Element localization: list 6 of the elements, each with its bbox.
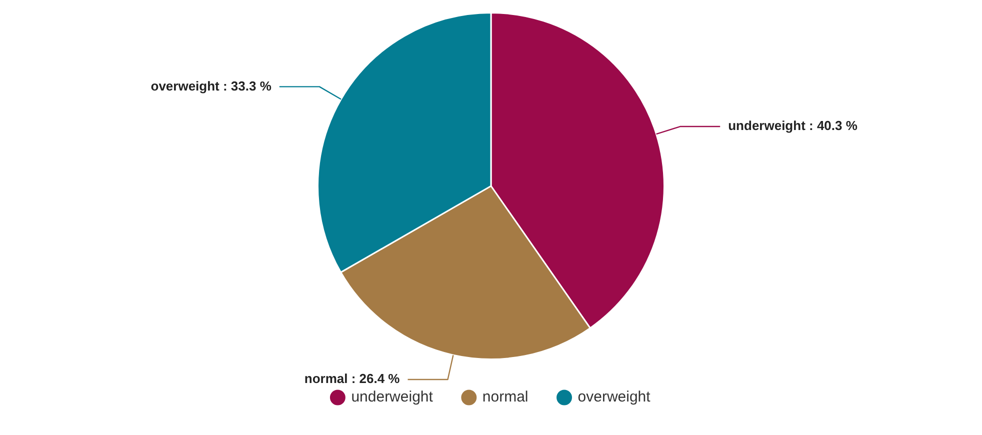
legend-label: underweight bbox=[351, 388, 434, 406]
legend-label: normal bbox=[482, 388, 528, 406]
data-label: normal : 26.4 % bbox=[304, 371, 400, 386]
data-label: underweight : 40.3 % bbox=[728, 118, 858, 134]
data-label: overweight : 33.3 % bbox=[150, 78, 272, 94]
legend-label: overweight bbox=[578, 388, 652, 406]
